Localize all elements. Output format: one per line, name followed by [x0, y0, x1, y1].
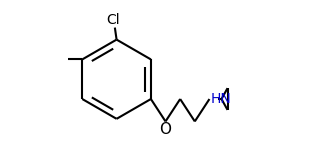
Text: Cl: Cl [106, 13, 120, 27]
Text: O: O [160, 122, 171, 137]
Text: HN: HN [210, 92, 231, 106]
